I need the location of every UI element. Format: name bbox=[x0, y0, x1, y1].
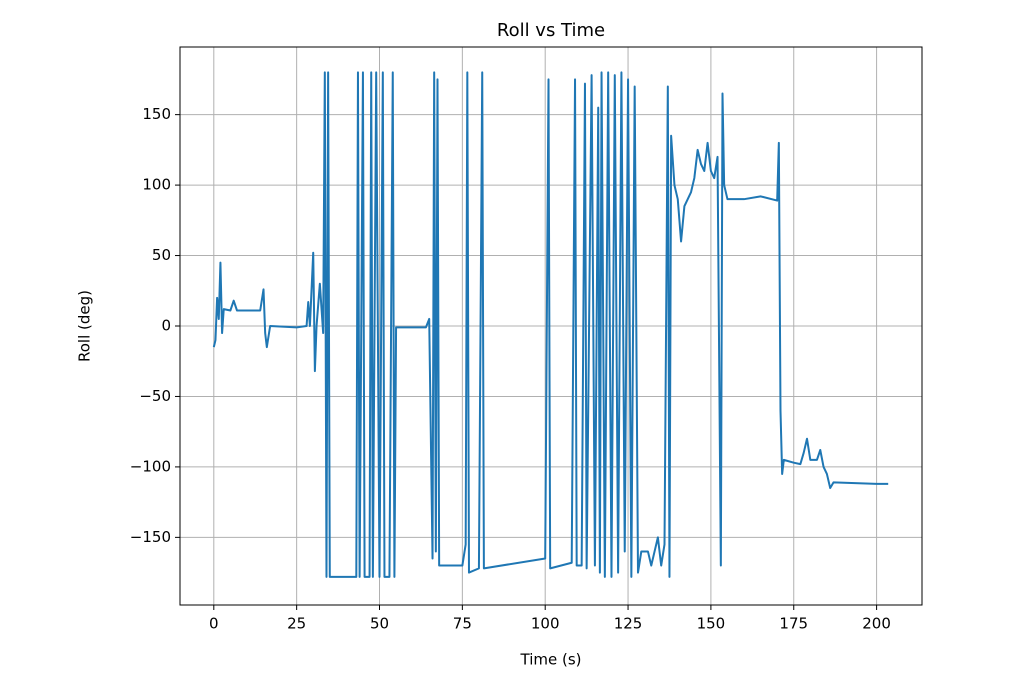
chart-title: Roll vs Time bbox=[497, 20, 605, 41]
y-tick-label: 150 bbox=[142, 105, 171, 123]
x-tick-label: 50 bbox=[370, 615, 389, 633]
y-axis-label: Roll (deg) bbox=[76, 290, 94, 362]
x-tick-label: 150 bbox=[697, 615, 726, 633]
x-tick-label: 25 bbox=[287, 615, 306, 633]
y-tick-label: −100 bbox=[130, 457, 171, 475]
y-tick-label: −150 bbox=[130, 528, 171, 546]
y-tick-label: −50 bbox=[139, 387, 171, 405]
x-tick-label: 200 bbox=[862, 615, 891, 633]
y-tick-label: 100 bbox=[142, 176, 171, 194]
data-line bbox=[212, 71, 889, 578]
x-tick-label: 175 bbox=[779, 615, 808, 633]
x-axis-label: Time (s) bbox=[520, 651, 582, 669]
x-tick-label: 0 bbox=[209, 615, 219, 633]
plot-frame bbox=[179, 46, 923, 606]
x-tick-label: 100 bbox=[531, 615, 560, 633]
y-tick-label: 50 bbox=[152, 246, 171, 264]
x-tick-label: 75 bbox=[453, 615, 472, 633]
x-tick-label: 125 bbox=[614, 615, 643, 633]
y-tick-label: 0 bbox=[161, 317, 171, 335]
